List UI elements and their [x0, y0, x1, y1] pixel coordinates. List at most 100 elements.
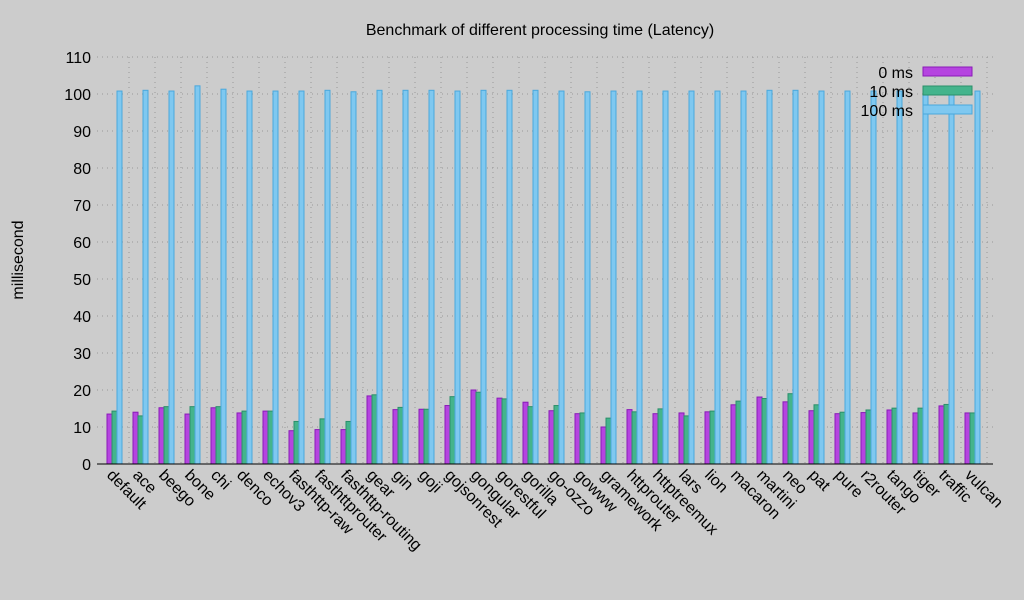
bar-bone-100ms	[194, 85, 201, 465]
bar-fasthttp-raw-10ms	[293, 420, 300, 465]
bar-lion-100ms	[714, 90, 721, 465]
bar-httptreemux-0ms	[652, 413, 659, 465]
bar-pat-10ms	[813, 404, 820, 465]
bar-tiger-100ms	[922, 90, 929, 465]
bar-denco-100ms	[246, 90, 253, 465]
bar-chi-0ms	[210, 407, 217, 465]
bar-gojsonrest-0ms	[444, 405, 451, 465]
bar-gin-10ms	[397, 406, 404, 465]
bar-default-0ms	[106, 413, 113, 465]
bar-gear-100ms	[376, 89, 383, 465]
bar-default-10ms	[111, 410, 118, 465]
bar-r2router-100ms	[870, 90, 877, 465]
bar-lars-10ms	[683, 415, 690, 465]
bar-gin-100ms	[402, 89, 409, 465]
bar-macaron-100ms	[740, 90, 747, 465]
bar-go-ozzo-0ms	[548, 410, 555, 465]
bar-gramework-100ms	[610, 90, 617, 465]
bar-fasthttp-raw-100ms	[298, 90, 305, 465]
legend-swatch	[922, 66, 973, 77]
y-tick-label: 30	[73, 346, 91, 363]
bar-r2router-10ms	[865, 409, 872, 465]
bar-lars-100ms	[688, 90, 695, 465]
bar-beego-0ms	[158, 407, 165, 465]
bar-pure-10ms	[839, 411, 846, 465]
bar-echov3-0ms	[262, 410, 269, 465]
bar-gongular-10ms	[475, 391, 482, 465]
bar-fasthttp-raw-0ms	[288, 430, 295, 465]
y-tick-label: 90	[73, 124, 91, 141]
bar-neo-0ms	[782, 401, 789, 465]
bar-gojsonrest-100ms	[454, 90, 461, 465]
bar-pure-0ms	[834, 413, 841, 465]
bar-gorilla-0ms	[522, 401, 529, 465]
chart-title: Benchmark of different processing time (…	[366, 22, 714, 39]
bar-tango-100ms	[896, 90, 903, 465]
bar-beego-100ms	[168, 90, 175, 465]
bar-ace-10ms	[137, 415, 144, 465]
legend-label: 0 ms	[878, 65, 913, 82]
y-tick-label: 10	[73, 420, 91, 437]
bar-httprouter-100ms	[636, 90, 643, 465]
bar-echov3-10ms	[267, 410, 274, 465]
bar-martini-100ms	[766, 89, 773, 465]
bar-httptreemux-100ms	[662, 90, 669, 465]
legend-label: 10 ms	[869, 84, 913, 101]
x-tick-label: pat	[805, 467, 833, 495]
y-tick-label: 50	[73, 272, 91, 289]
bar-gorilla-100ms	[532, 89, 539, 465]
bar-gramework-0ms	[600, 426, 607, 465]
bars	[106, 85, 981, 465]
bar-gongular-100ms	[480, 89, 487, 465]
bar-gongular-0ms	[470, 389, 477, 465]
bar-lion-0ms	[704, 411, 711, 465]
bar-macaron-0ms	[730, 404, 737, 465]
y-tick-label: 0	[82, 457, 91, 474]
bar-traffic-0ms	[938, 405, 945, 465]
bar-fasthttp-routing-0ms	[340, 429, 347, 465]
bar-httptreemux-10ms	[657, 408, 664, 465]
y-axis-label: millisecond	[10, 220, 27, 299]
bar-go-ozzo-10ms	[553, 405, 560, 465]
bar-default-100ms	[116, 90, 123, 465]
bar-gorestful-0ms	[496, 397, 503, 465]
legend-label: 100 ms	[861, 103, 913, 120]
y-tick-label: 80	[73, 161, 91, 178]
bar-gorestful-10ms	[501, 398, 508, 465]
bar-tango-10ms	[891, 407, 898, 465]
bar-httprouter-10ms	[631, 411, 638, 465]
bar-gorilla-10ms	[527, 406, 534, 465]
bar-vulcan-100ms	[974, 90, 981, 465]
bar-goji-100ms	[428, 89, 435, 465]
bar-gowww-0ms	[574, 413, 581, 465]
bar-gojsonrest-10ms	[449, 396, 456, 465]
legend: 0 ms 10 ms 100 ms	[861, 65, 973, 120]
bar-goji-0ms	[418, 408, 425, 465]
bar-fasthttprouter-0ms	[314, 429, 321, 465]
bar-gowww-100ms	[584, 91, 591, 465]
bar-chi-100ms	[220, 88, 227, 465]
bar-r2router-0ms	[860, 412, 867, 465]
bar-chi-10ms	[215, 406, 222, 465]
bar-ace-0ms	[132, 411, 139, 465]
bar-neo-100ms	[792, 89, 799, 465]
bar-vulcan-0ms	[964, 412, 971, 465]
y-tick-label: 40	[73, 309, 91, 326]
bar-echov3-100ms	[272, 90, 279, 465]
bar-fasthttp-routing-100ms	[350, 91, 357, 465]
bar-tiger-0ms	[912, 412, 919, 465]
bar-gear-0ms	[366, 395, 373, 465]
bar-denco-0ms	[236, 412, 243, 465]
bar-martini-10ms	[761, 398, 768, 465]
legend-swatch	[922, 85, 973, 96]
bar-denco-10ms	[241, 410, 248, 465]
bar-vulcan-10ms	[969, 412, 976, 465]
bar-ace-100ms	[142, 89, 149, 465]
y-tick-label: 60	[73, 235, 91, 252]
bar-bone-0ms	[184, 413, 191, 465]
y-tick-label: 100	[64, 87, 91, 104]
bar-bone-10ms	[189, 406, 196, 465]
bar-lars-0ms	[678, 412, 685, 465]
y-tick-label: 20	[73, 383, 91, 400]
